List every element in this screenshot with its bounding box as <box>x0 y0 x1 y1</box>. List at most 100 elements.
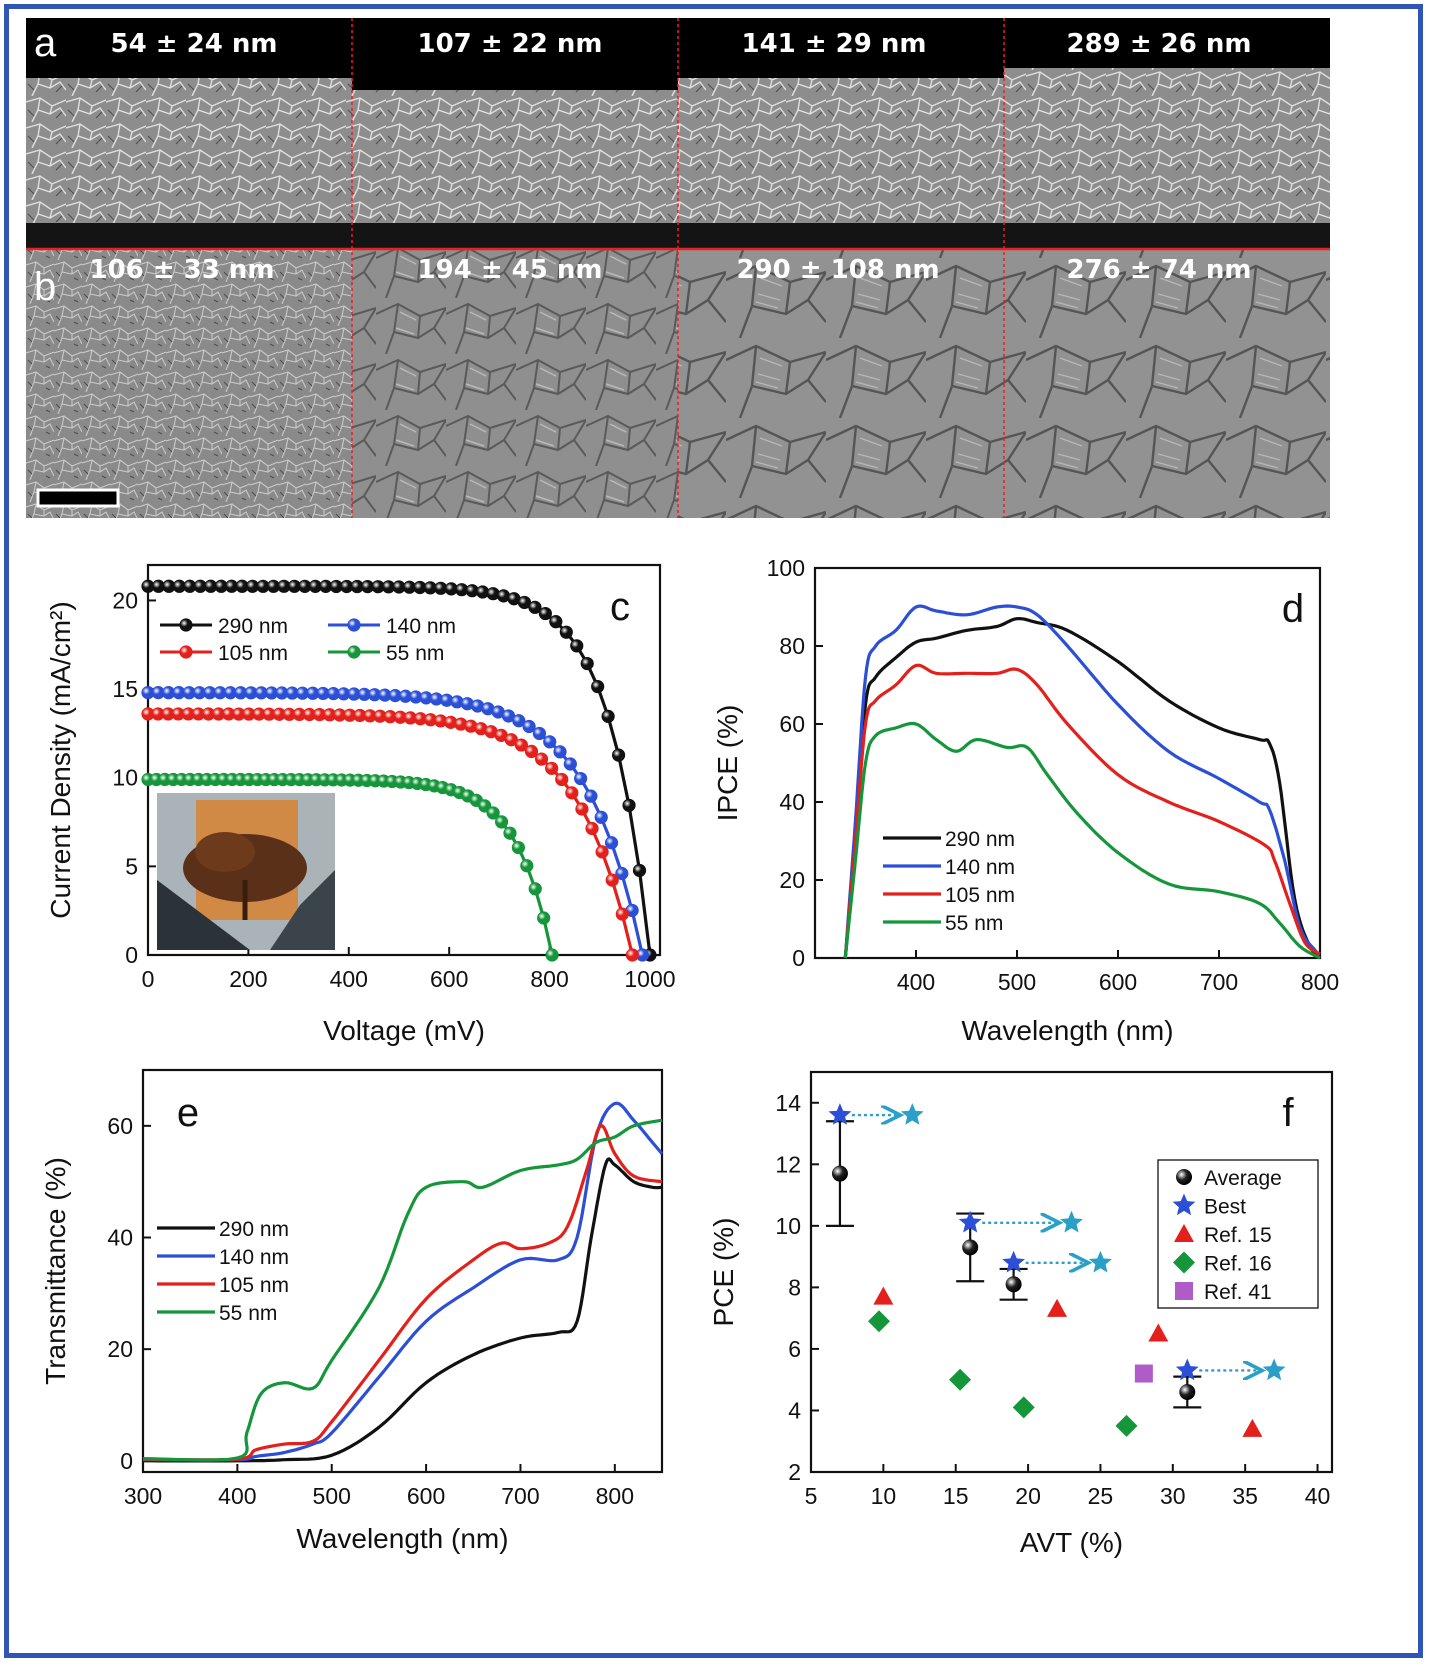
data-point <box>545 761 559 775</box>
legend-label: 105 nm <box>219 1274 289 1297</box>
legend-label: Ref. 41 <box>1204 1281 1272 1304</box>
x-axis-label: Wavelength (nm) <box>961 1015 1173 1046</box>
x-axis-label: Wavelength (nm) <box>296 1523 508 1554</box>
legend-marker <box>347 645 361 659</box>
data-point <box>549 615 563 629</box>
legend-label: 290 nm <box>218 615 288 638</box>
legend-label: 140 nm <box>945 856 1015 879</box>
series-line <box>843 616 1321 959</box>
data-point <box>503 826 517 840</box>
data-point <box>958 1210 982 1233</box>
y-tick-label: 40 <box>107 1225 133 1251</box>
data-point <box>534 752 549 766</box>
data-point <box>537 911 551 925</box>
data-point <box>1012 1396 1035 1419</box>
legend-marker <box>1175 1282 1193 1300</box>
y-tick-label: 20 <box>112 587 138 613</box>
plot-frame <box>813 566 1322 960</box>
legend-label: Average <box>1204 1167 1282 1190</box>
target-star <box>1089 1250 1112 1273</box>
data-point <box>828 1103 852 1125</box>
legend-label: 290 nm <box>219 1218 289 1241</box>
x-tick-label: 40 <box>1305 1483 1331 1509</box>
data-point <box>868 1310 891 1333</box>
sem-b-image-3 <box>678 250 1004 518</box>
sem-a-image-2 <box>352 90 678 225</box>
x-tick-label: 30 <box>1160 1483 1186 1509</box>
target-star <box>1262 1358 1286 1381</box>
data-point <box>559 625 573 639</box>
legend-marker <box>1173 1251 1195 1274</box>
data-point <box>575 802 589 816</box>
y-tick-label: 10 <box>112 765 138 791</box>
data-point <box>486 806 500 820</box>
data-point <box>615 907 629 921</box>
data-point <box>565 786 579 800</box>
chart-ipce: 400 500 600 700 800 0 20 40 60 80 100 Wavelength (n… <box>712 555 1339 1046</box>
y-tick-label: 40 <box>779 789 805 815</box>
y-tick-label: 12 <box>775 1151 801 1177</box>
scale-bar <box>36 488 120 508</box>
series-line <box>143 1101 664 1462</box>
sem-b-label: 106 ± 33 nm <box>90 255 275 285</box>
y-tick-label: 80 <box>779 633 805 659</box>
y-tick-label: 20 <box>779 867 805 893</box>
y-tick-label: 100 <box>767 555 805 581</box>
legend-label: 105 nm <box>945 884 1015 907</box>
data-point <box>1002 1250 1025 1273</box>
y-tick-label: 5 <box>125 853 138 879</box>
data-point <box>1005 1276 1022 1293</box>
data-point <box>605 873 619 887</box>
sem-b-image-2 <box>352 250 678 518</box>
data-point <box>524 744 539 759</box>
series-line <box>843 663 1321 959</box>
data-point <box>1175 1358 1199 1381</box>
data-point <box>611 748 626 762</box>
data-point <box>594 810 608 824</box>
target-star <box>1060 1210 1083 1233</box>
x-tick-label: 800 <box>596 1483 634 1509</box>
series-line <box>843 604 1322 959</box>
target-star <box>900 1103 924 1125</box>
plot-frame <box>141 1068 664 1474</box>
legend-marker <box>1176 1169 1192 1185</box>
inset-frame <box>157 880 250 950</box>
data-point <box>580 656 594 671</box>
panel-letter: f <box>1282 1091 1294 1135</box>
data-point <box>615 866 629 881</box>
data-point <box>528 600 542 614</box>
series-line <box>143 1124 663 1462</box>
data-point <box>622 798 636 812</box>
data-point <box>1242 1418 1263 1437</box>
sem-a-label: 54 ± 24 nm <box>111 29 278 59</box>
sem-images: a b 54 ± 24 nm 107 ± 22 nm 141 ± 29 nm 2… <box>26 18 1330 518</box>
sem-image-grid: a b 54 ± 24 nm 107 ± 22 nm 141 ± 29 nm 2… <box>26 18 1330 518</box>
sem-b-label: 276 ± 74 nm <box>1067 255 1252 285</box>
panel-letter: d <box>1282 587 1304 631</box>
x-tick-label: 600 <box>1099 969 1137 995</box>
legend-marker <box>179 645 193 659</box>
x-tick-label: 15 <box>943 1483 969 1509</box>
data-point <box>1148 1323 1169 1342</box>
inset-photo <box>157 793 335 950</box>
plot-frame <box>146 563 662 957</box>
legend-marker <box>1172 1193 1196 1216</box>
sem-a-label: 289 ± 26 nm <box>1067 29 1252 59</box>
data-point <box>632 863 647 878</box>
y-tick-label: 0 <box>125 942 138 968</box>
y-axis-label: IPCE (%) <box>712 705 743 822</box>
y-tick-label: 20 <box>107 1336 133 1362</box>
y-tick-label: 10 <box>775 1213 801 1239</box>
legend-label: Ref. 16 <box>1204 1253 1272 1276</box>
x-tick-label: 5 <box>805 1483 818 1509</box>
series-line <box>143 1157 663 1463</box>
data-point <box>514 738 528 752</box>
sem-a-image-3 <box>678 78 1004 228</box>
y-tick-label: 0 <box>792 945 805 971</box>
x-tick-label: 600 <box>430 966 468 992</box>
y-tick-label: 2 <box>788 1459 801 1485</box>
data-point <box>528 882 542 896</box>
x-axis-label: AVT (%) <box>1020 1527 1123 1558</box>
